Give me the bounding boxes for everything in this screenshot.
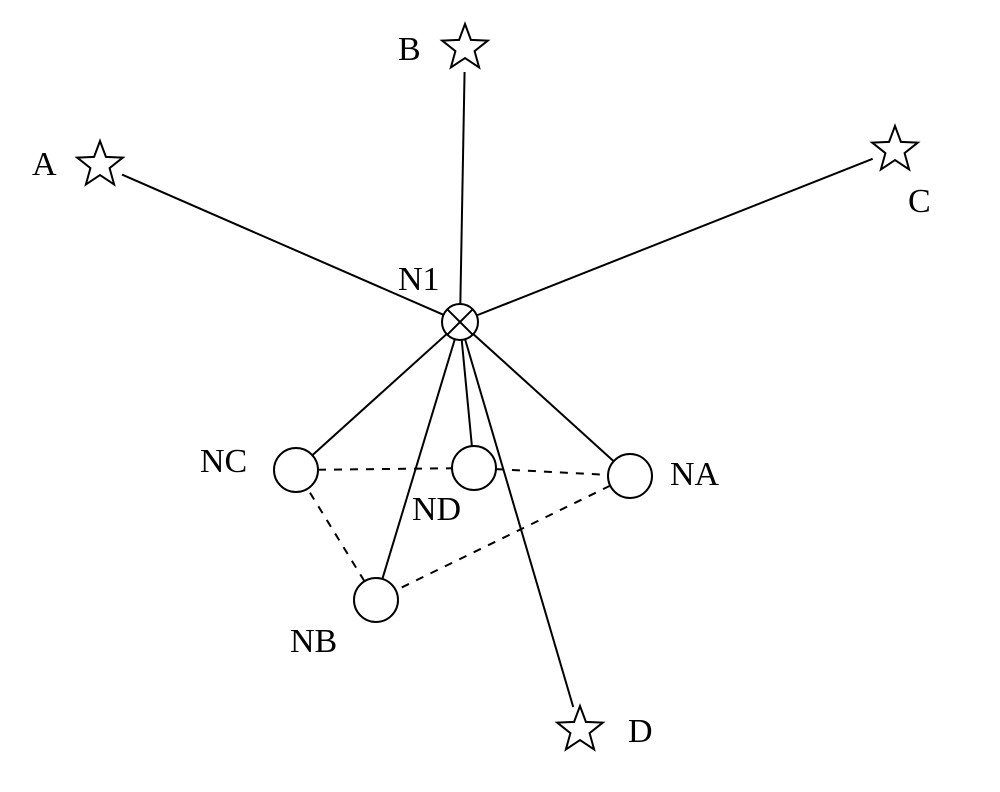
dashed-edge-ND-NA [496, 469, 608, 475]
solid-edge-N1-B [460, 72, 464, 304]
label-B: B [398, 31, 421, 68]
star-node-D [557, 706, 603, 749]
star-node-B [442, 24, 488, 67]
circle-node-ND [452, 446, 496, 490]
label-NB: NB [290, 623, 337, 660]
solid-edge-N1-NC [312, 334, 446, 455]
solid-edge-N1-D [465, 339, 573, 707]
star-node-A [77, 141, 123, 184]
network-diagram: N1 A B C D NA NB NC ND [0, 0, 1000, 792]
dashed-edge-NC-ND [318, 468, 452, 470]
solid-edge-N1-NB [382, 339, 454, 579]
label-A: A [32, 146, 57, 183]
label-D: D [628, 713, 653, 750]
circle-node-NC [274, 448, 318, 492]
label-C: C [908, 183, 931, 220]
solid-edge-N1-A [122, 175, 444, 315]
label-ND: ND [412, 491, 461, 528]
star-node-C [872, 126, 918, 169]
label-NA: NA [670, 456, 720, 493]
circle-node-NA [608, 454, 652, 498]
label-N1: N1 [398, 261, 440, 298]
center-node-N1 [442, 304, 478, 340]
dashed-edge-NB-NC [308, 489, 365, 582]
circle-node-NB [354, 578, 398, 622]
label-NC: NC [200, 443, 247, 480]
solid-edge-N1-C [477, 159, 873, 316]
